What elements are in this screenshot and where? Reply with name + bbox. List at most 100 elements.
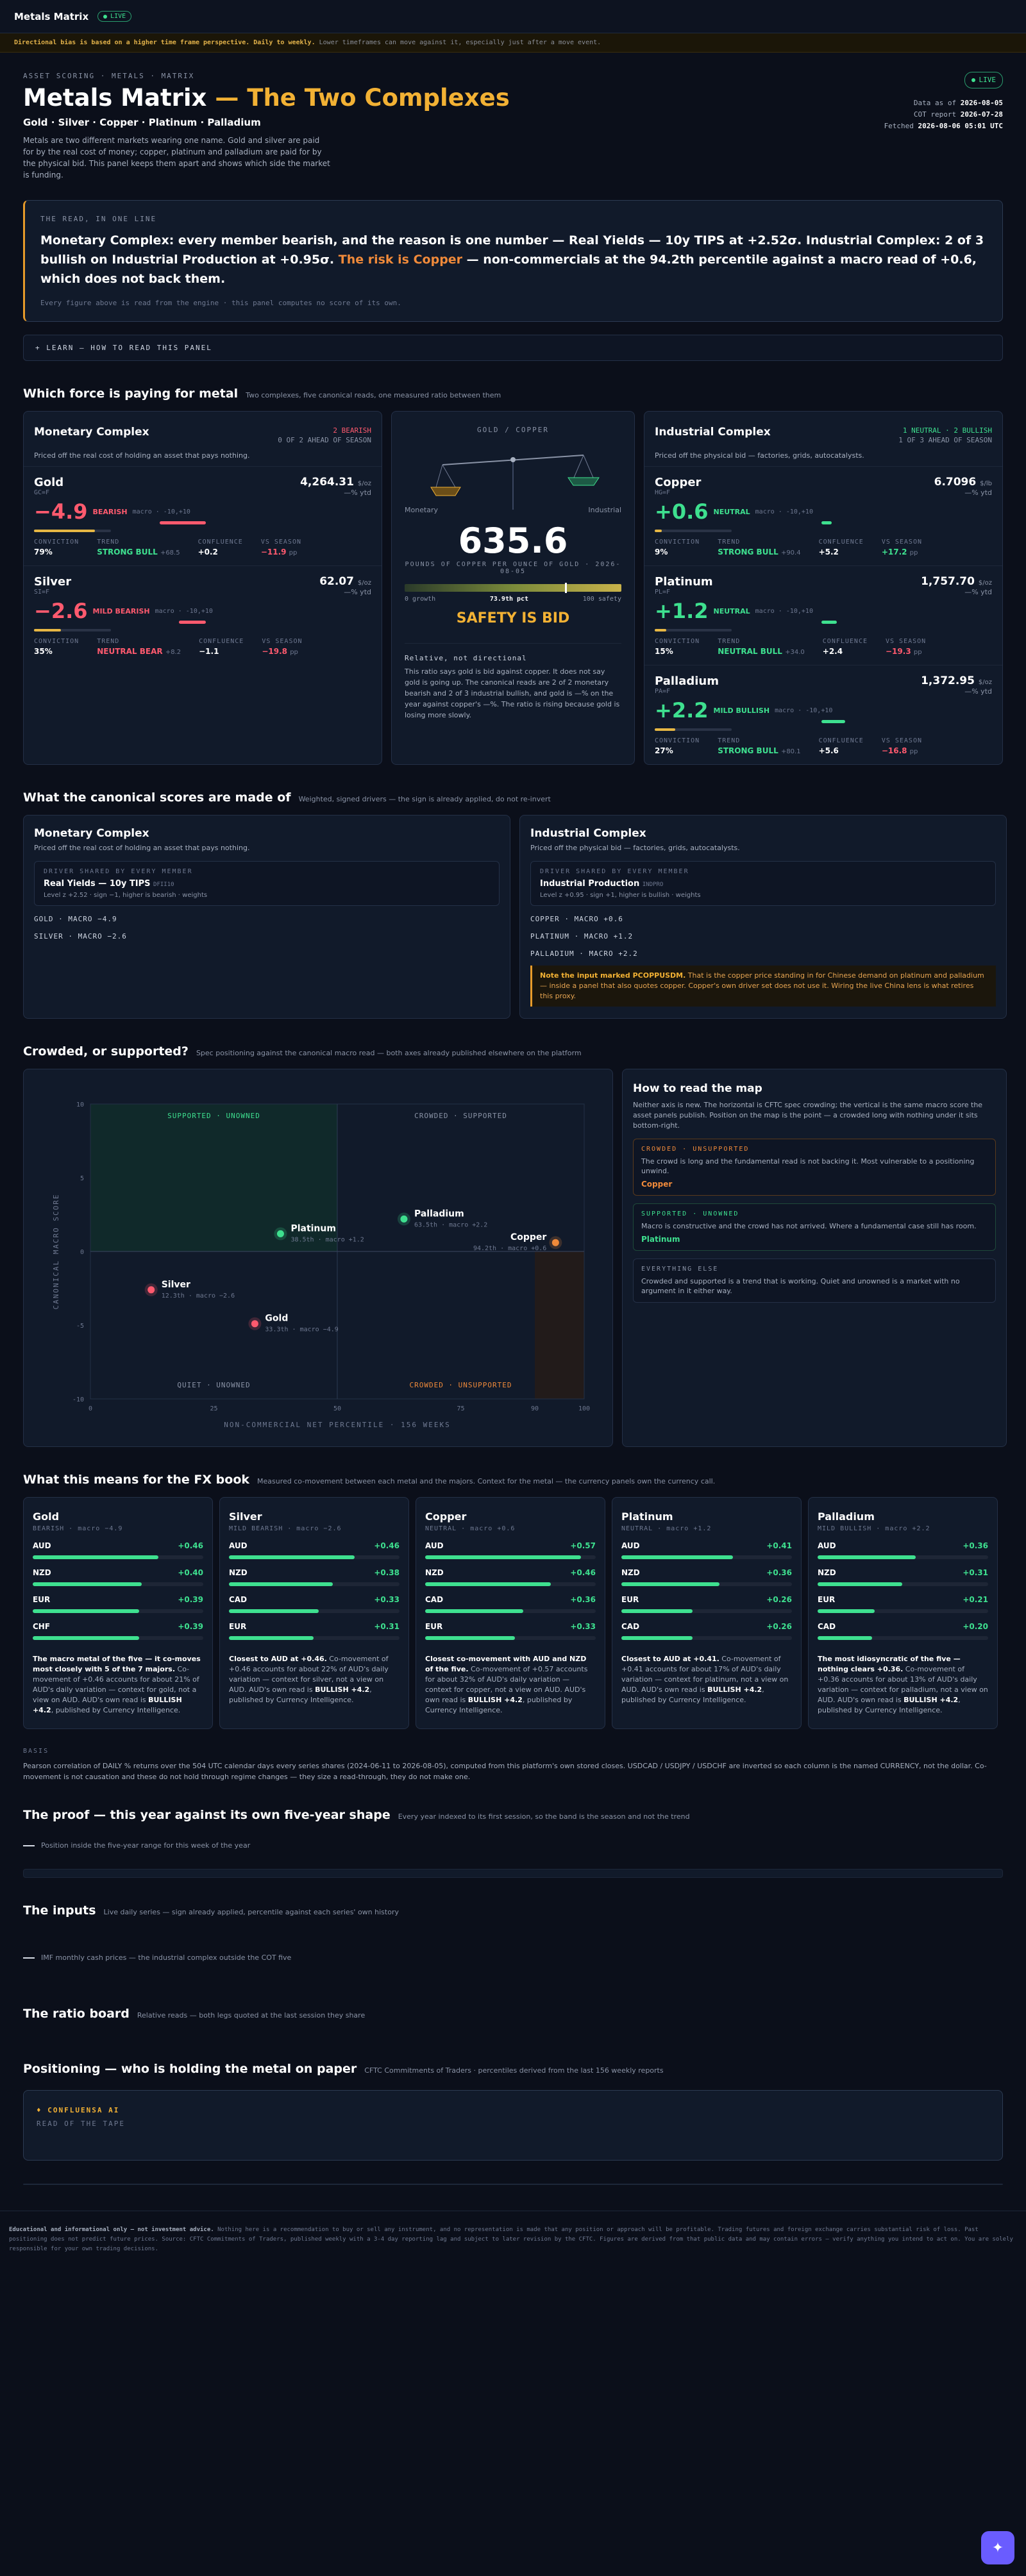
page-title: Metals Matrix — The Two Complexes — [23, 84, 510, 112]
scatter-chart: SUPPORTED · UNOWNED CROWDED · SUPPORTED QU… — [52, 1101, 590, 1429]
x-tick-label: 50 — [333, 1405, 341, 1412]
y-tick-label: -10 — [72, 1396, 84, 1403]
fx-card-silver: Silver MILD BEARISH · macro −2.6 AUD +0.46 N… — [219, 1497, 409, 1729]
fx-row: NZD +0.36 — [621, 1568, 792, 1586]
asset-name: Copper — [655, 476, 702, 489]
app-brand[interactable]: Metals Matrix — [14, 10, 89, 22]
positioning-map: SUPPORTED · UNOWNED CROWDED · SUPPORTED QU… — [23, 1069, 613, 1447]
asset-price: 1,757.70 $/oz —% ytd — [921, 575, 992, 596]
point-label: Silver — [162, 1280, 190, 1290]
asset-ticker: GC=F — [34, 489, 50, 496]
basis-note: BASIS Pearson correlation of DAILY % retu… — [23, 1748, 987, 1781]
asset-price: 4,264.31 $/oz —% ytd — [300, 476, 371, 497]
fx-row: CAD +0.33 — [229, 1595, 399, 1613]
asset-copper[interactable]: Copper HG=F 6.7096 $/lb —% ytd +0.6 NEUTRAL… — [644, 467, 1002, 566]
fx-card-copper: Copper NEUTRAL · macro +0.6 AUD +0.57 NZD +0.… — [416, 1497, 605, 1729]
conviction-bar — [655, 629, 732, 631]
asset-ticker: SI=F — [34, 589, 50, 596]
bias-notice: Directional bias is based on a higher ti… — [0, 33, 1026, 53]
ratio-value: 635.6 — [458, 521, 568, 561]
conviction-bar — [655, 728, 732, 731]
disclaimer: Educational and informational only — not… — [0, 2211, 1026, 2268]
ratio-percentile-bar — [405, 583, 621, 593]
score-label: BEARISH — [92, 507, 128, 516]
conviction-bar — [655, 530, 732, 532]
section-positioning: Positioning — who is holding the metal o… — [23, 2062, 664, 2076]
asset-gold[interactable]: Gold GC=F 4,264.31 $/oz —% ytd −4.9 BEARISH… — [24, 467, 382, 566]
fx-row: NZD +0.46 — [425, 1568, 596, 1586]
live-status: LIVE — [964, 72, 1003, 88]
ratio-verdict: SAFETY IS BID — [456, 610, 570, 626]
asset-palladium[interactable]: Palladium PA=F 1,372.95 $/oz —% ytd +2.2 MI… — [655, 674, 992, 755]
how-to-read-map: How to read the map Neither axis is new.… — [622, 1069, 1007, 1447]
score-label: NEUTRAL — [713, 507, 750, 516]
score-track — [738, 720, 905, 723]
section-fx: What this means for the FX book Measured … — [23, 1473, 716, 1487]
section-made-of: What the canonical scores are made of Wei… — [23, 790, 551, 805]
point-gold — [251, 1320, 258, 1328]
fx-row: NZD +0.40 — [33, 1568, 203, 1586]
quadrant-supported-unowned — [90, 1104, 337, 1251]
top-bar: Metals Matrix LIVE — [0, 0, 1026, 33]
read-headline: Monetary Complex: every member bearish, … — [40, 233, 984, 286]
point-label: Gold — [265, 1314, 288, 1324]
x-tick-label: 0 — [88, 1405, 92, 1412]
y-axis-label: CANONICAL MACRO SCORE — [52, 1193, 60, 1309]
page-subtitle: Gold · Silver · Copper · Platinum · Pall… — [23, 117, 261, 128]
asset-ticker: PL=F — [655, 589, 671, 596]
fx-row: EUR +0.26 — [621, 1595, 792, 1613]
point-silver — [147, 1286, 155, 1294]
page-description: Metals are two different markets wearing… — [23, 136, 330, 180]
point-label: Copper — [510, 1232, 546, 1242]
x-tick-label: 100 — [578, 1405, 590, 1412]
x-axis-label: NON-COMMERCIAL NET PERCENTILE · 156 WEEK… — [224, 1421, 451, 1429]
quadrant-label: SUPPORTED · UNOWNED — [167, 1112, 260, 1120]
fx-row: AUD +0.41 — [621, 1541, 792, 1559]
live-badge: LIVE — [97, 11, 132, 22]
section-proof: The proof — this year against its own fi… — [23, 1808, 690, 1822]
fx-card-platinum: Platinum NEUTRAL · macro +1.2 AUD +0.41 NZD +… — [612, 1497, 802, 1729]
fx-card-palladium: Palladium MILD BULLISH · macro +2.2 AUD +0.… — [808, 1497, 998, 1729]
macro-score: +1.2 — [655, 599, 709, 623]
score-label: MILD BEARISH — [92, 606, 150, 615]
point-sublabel: 33.3th · macro −4.9 — [265, 1326, 338, 1334]
confluensa-ai-panel[interactable]: ♦ CONFLUENSA AI READ OF THE TAPE — [23, 2090, 1003, 2161]
fx-row: CAD +0.26 — [621, 1622, 792, 1640]
point-sublabel: 12.3th · macro −2.6 — [162, 1292, 235, 1300]
x-tick-label: 25 — [210, 1405, 217, 1412]
score-track — [117, 521, 284, 524]
industrial-card: Industrial Complex 1 NEUTRAL · 2 BULLISH 1… — [644, 411, 1003, 765]
fx-row: EUR +0.33 — [425, 1622, 596, 1640]
learn-toggle[interactable]: + LEARN — HOW TO READ THIS PANEL — [23, 335, 1003, 361]
asset-name: Silver — [34, 575, 72, 589]
fx-row: CHF +0.39 — [33, 1622, 203, 1640]
point-platinum — [276, 1230, 284, 1237]
fx-row: EUR +0.39 — [33, 1595, 203, 1613]
y-tick-label: 5 — [80, 1175, 84, 1182]
section-ratio-board: The ratio board Relative reads — both leg… — [23, 2007, 366, 2021]
proxy-warning: Note the input marked PCOPPUSDM. That is… — [530, 966, 996, 1007]
ai-assistant-button[interactable]: ✦ — [981, 2531, 1014, 2564]
fx-row: NZD +0.31 — [818, 1568, 988, 1586]
macro-score: +2.2 — [655, 698, 709, 723]
conviction-bar — [34, 629, 111, 631]
point-sublabel: 94.2th · macro +0.6 — [473, 1245, 546, 1252]
fx-row: CAD +0.20 — [818, 1622, 988, 1640]
point-sublabel: 38.5th · macro +1.2 — [290, 1236, 364, 1243]
fx-row: AUD +0.46 — [33, 1541, 203, 1559]
monetary-card: Monetary Complex 2 BEARISH 0 OF 2 AHEAD OF… — [23, 411, 382, 765]
asset-name: Palladium — [655, 674, 719, 688]
balance-scale-icon — [430, 455, 600, 510]
point-label: Palladium — [414, 1209, 464, 1219]
asset-price: 6.7096 $/lb —% ytd — [934, 476, 992, 497]
fx-row: EUR +0.31 — [229, 1622, 399, 1640]
eyebrow: ASSET SCORING · METALS · MATRIX — [23, 72, 195, 80]
fx-row: AUD +0.36 — [818, 1541, 988, 1559]
section-force: Which force is paying for metal Two compl… — [23, 387, 501, 401]
score-label: MILD BULLISH — [713, 706, 770, 715]
hero: ASSET SCORING · METALS · MATRIX Metals M… — [23, 53, 1003, 181]
gold-copper-ratio: GOLD / COPPER Monetary Industrial 635.6 P… — [391, 411, 635, 765]
asset-platinum[interactable]: Platinum PL=F 1,757.70 $/oz —% ytd +1.2 NEU… — [644, 566, 1002, 665]
asset-silver[interactable]: Silver SI=F 62.07 $/oz —% ytd −2.6 MILD BEA… — [34, 575, 371, 656]
quadrant-label: CROWDED · SUPPORTED — [414, 1112, 507, 1120]
